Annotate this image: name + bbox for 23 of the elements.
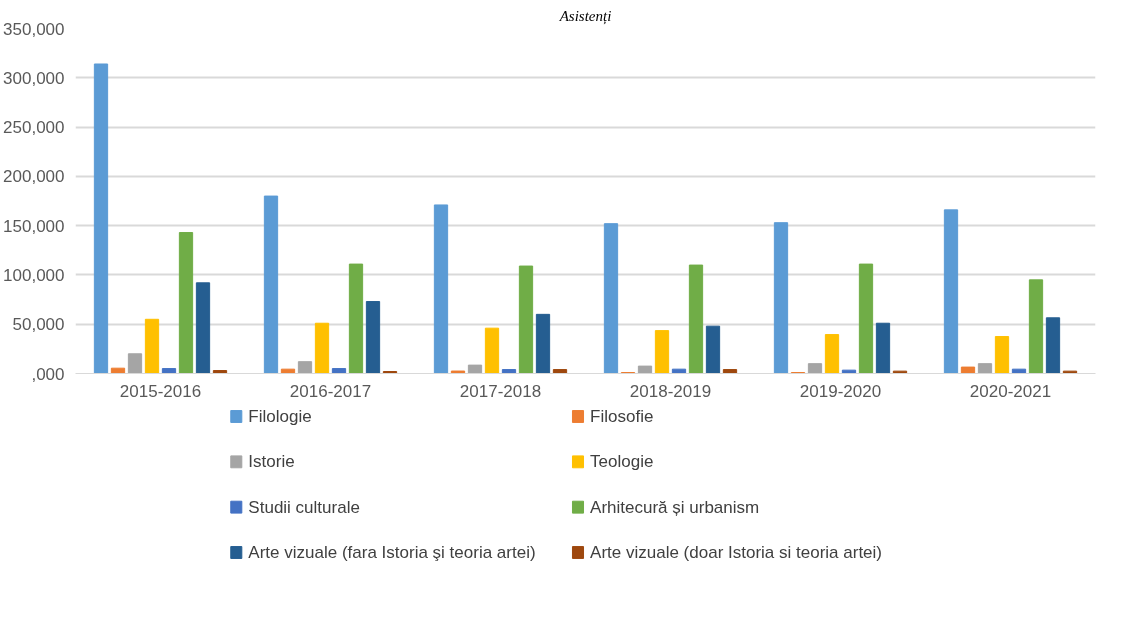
y-tick-label: 350,000 [3,19,65,39]
x-tick-label: 2019-2020 [799,381,882,401]
legend-label: Arte vizuale (fara Istoria şi teoria artei) [248,543,536,562]
x-tick-label: 2015-2016 [119,381,202,401]
x-tick-label: 2018-2019 [629,381,712,401]
legend-label: Arte vizuale (doar Istoria si teoria artei) [590,543,883,562]
chart-title: Asistenți [558,7,612,25]
legend-label: Istorie [248,452,295,472]
y-tick-label: 300,000 [3,68,65,88]
x-tick-label: 2016-2017 [289,381,372,401]
legend-label: Teologie [590,452,654,472]
legend-label: Filosofie [590,407,654,426]
legend-label: Filologie [248,407,312,426]
legend-label: Studii culturale [248,497,360,517]
y-tick-label: 100,000 [3,265,65,285]
y-tick-label: 50,000 [12,315,65,335]
legend-label: Arhitecură și urbanism [590,497,760,517]
y-tick-label: 200,000 [3,167,65,187]
x-tick-label: 2020-2021 [969,381,1052,401]
y-tick-label: ,000 [31,364,65,384]
y-tick-label: 250,000 [3,118,65,138]
x-tick-label: 2017-2018 [459,381,542,401]
y-tick-label: 150,000 [3,216,65,236]
